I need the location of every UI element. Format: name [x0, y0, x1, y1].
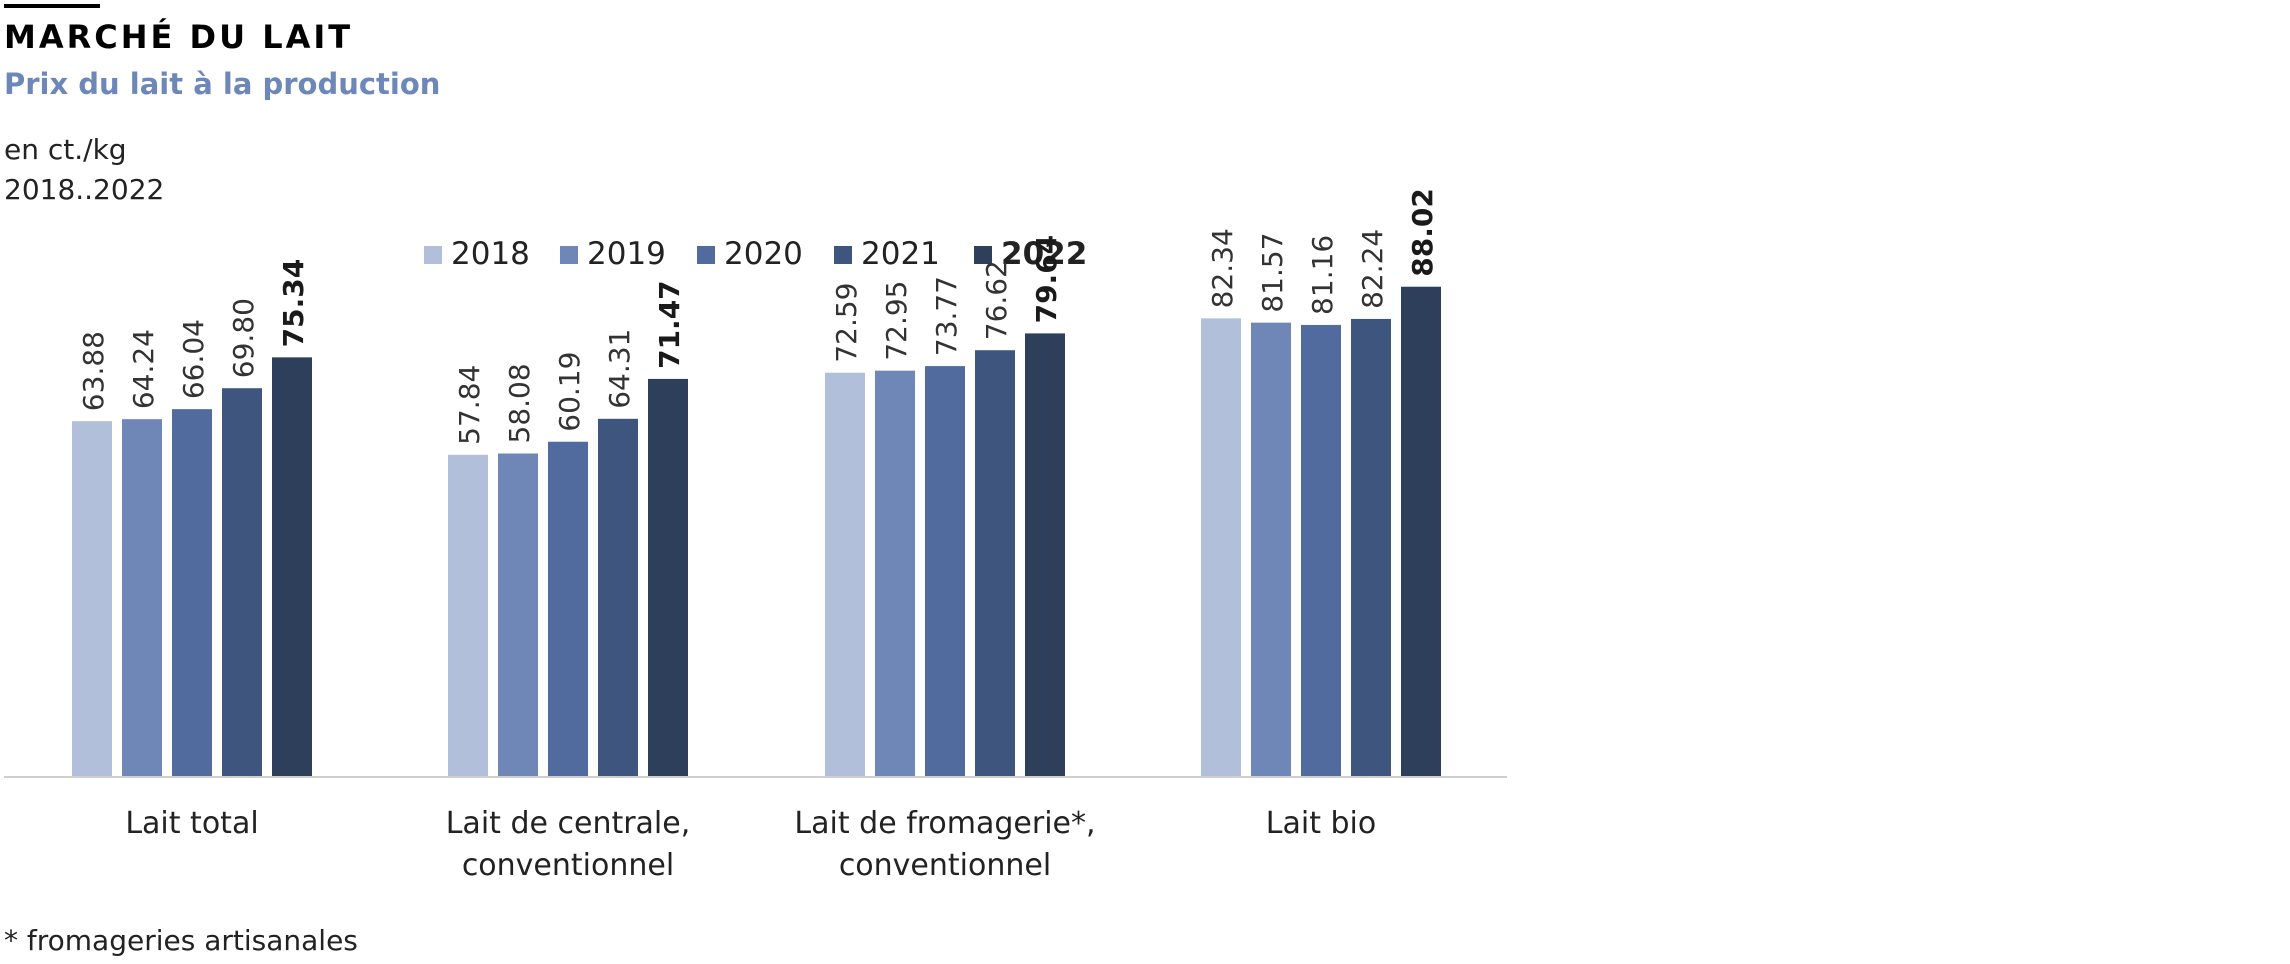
category-label-1: Lait de centrale, conventionnel	[446, 806, 691, 883]
unit-label: en ct./kg	[4, 133, 127, 166]
value-label-2019-cat2: 72.95	[880, 280, 913, 360]
category-label-0: Lait total	[125, 806, 258, 841]
bar-2021-cat3	[1351, 318, 1391, 777]
legend-label-2020: 2020	[724, 236, 803, 272]
value-label-2022-cat0: 75.34	[277, 259, 310, 348]
value-label-2019-cat1: 58.08	[503, 363, 536, 443]
category-label-line: conventionnel	[839, 848, 1051, 883]
value-label-2022-cat2: 79.64	[1030, 235, 1063, 324]
value-label-2018-cat3: 82.34	[1206, 228, 1239, 308]
title-rule	[4, 4, 100, 8]
category-labels: Lait total Lait de centrale, conventionnel…	[125, 806, 1376, 883]
category-label-line: conventionnel	[462, 848, 674, 883]
legend-label-2022: 2022	[1001, 236, 1087, 272]
bar-2022-cat2	[1025, 333, 1065, 777]
legend-swatch-2022	[974, 246, 992, 264]
value-label-2019-cat3: 81.57	[1256, 232, 1289, 312]
category-label-line: Lait de fromagerie*,	[794, 806, 1095, 841]
value-label-2020-cat2: 73.77	[930, 276, 963, 356]
bar-2020-cat3	[1301, 324, 1341, 777]
value-label-2022-cat1: 71.47	[653, 280, 686, 369]
bar-2020-cat0	[172, 409, 212, 777]
bar-2018-cat0	[72, 421, 112, 777]
value-label-2019-cat0: 64.24	[127, 329, 160, 409]
category-label-line: Lait de centrale,	[446, 806, 691, 841]
legend-swatch-2018	[424, 246, 442, 264]
legend-swatch-2020	[697, 246, 715, 264]
value-label-2018-cat1: 57.84	[453, 365, 486, 445]
bars	[72, 286, 1441, 777]
value-label-2021-cat3: 82.24	[1356, 229, 1389, 309]
bar-2022-cat1	[648, 378, 688, 777]
category-label-line: Lait total	[125, 806, 258, 841]
legend-label-2018: 2018	[451, 236, 530, 272]
value-label-2022-cat3: 88.02	[1406, 188, 1439, 277]
bar-2018-cat3	[1201, 318, 1241, 777]
value-label-2021-cat0: 69.80	[227, 298, 260, 378]
bar-2020-cat1	[548, 441, 588, 777]
value-label-2018-cat0: 63.88	[77, 331, 110, 411]
bar-2019-cat3	[1251, 322, 1291, 777]
value-labels: 63.88 64.24 66.04 69.80 75.34 57.84 58.08 60.19…	[77, 188, 1439, 445]
value-label-2018-cat2: 72.59	[830, 283, 863, 363]
bar-2021-cat0	[222, 388, 262, 777]
legend-swatch-2021	[834, 246, 852, 264]
value-label-2021-cat2: 76.62	[980, 260, 1013, 340]
bar-2019-cat0	[122, 419, 162, 777]
footnote: * fromageries artisanales	[4, 924, 358, 957]
legend-swatch-2019	[560, 246, 578, 264]
legend: 2018 2019 2020 2021 2022	[424, 236, 1087, 272]
legend-label-2019: 2019	[587, 236, 666, 272]
bar-2018-cat1	[448, 454, 488, 777]
value-label-2020-cat3: 81.16	[1306, 235, 1339, 315]
legend-label-2021: 2021	[861, 236, 940, 272]
page-title: MARCHÉ DU LAIT	[4, 18, 354, 56]
category-label-line: Lait bio	[1266, 806, 1376, 841]
bar-2022-cat3	[1401, 286, 1441, 777]
bar-2019-cat1	[498, 453, 538, 777]
bar-2020-cat2	[925, 366, 965, 777]
value-label-2021-cat1: 64.31	[603, 329, 636, 409]
bar-2019-cat2	[875, 370, 915, 777]
category-label-3: Lait bio	[1266, 806, 1376, 841]
value-label-2020-cat0: 66.04	[177, 319, 210, 399]
bar-2021-cat2	[975, 350, 1015, 777]
bar-2022-cat0	[272, 357, 312, 777]
page-subtitle: Prix du lait à la production	[4, 67, 441, 101]
bar-2018-cat2	[825, 372, 865, 777]
bar-2021-cat1	[598, 418, 638, 777]
period-label: 2018..2022	[4, 173, 165, 206]
category-label-2: Lait de fromagerie*, conventionnel	[794, 806, 1095, 883]
value-label-2020-cat1: 60.19	[553, 352, 586, 432]
